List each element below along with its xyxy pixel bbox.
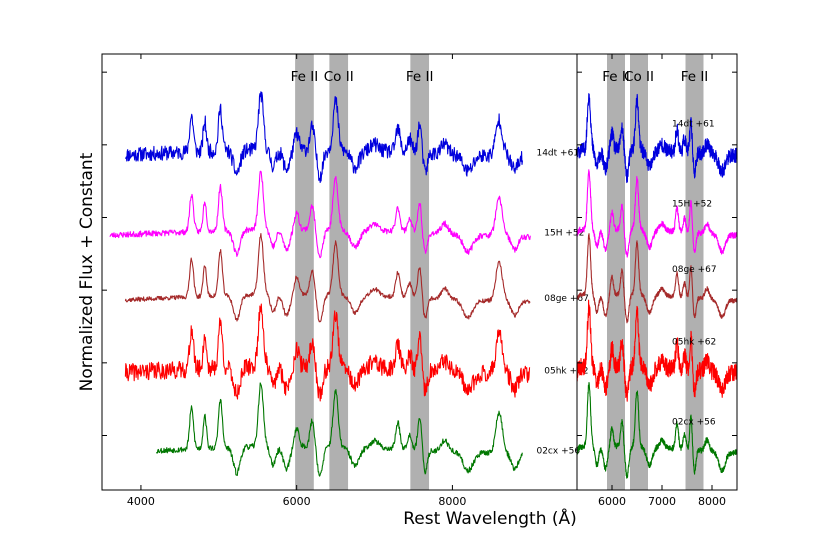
x-tick-label-main-6000: 6000 [283,495,311,508]
series-label-zoom-02cx: 02cx +56 [672,418,716,428]
band-zoom-0 [607,54,625,490]
series-label-zoom-05hk: 05hk +62 [672,338,716,348]
series-label-zoom-08ge: 08ge +67 [672,265,717,275]
series-label-zoom-14dt: 14dt +61 [672,120,715,130]
spectrum-main-02cx [156,382,523,477]
spectrum-main-14dt [124,91,524,184]
x-axis-title: Rest Wavelength (Å) [403,507,577,529]
x-tick-label-main-8000: 8000 [438,495,466,508]
axes-frame-zoom [576,53,738,491]
spectrum-zoom-08ge [577,233,737,324]
band-zoom-2 [685,54,704,490]
series-label-main-08ge: 08ge +67 [544,294,589,304]
series-label-main-02cx: 02cx +56 [536,447,580,457]
band-label-zoom-0: Fe II [602,69,630,85]
spectrum-main-15H [109,170,531,259]
x-tick-label-main-4000: 4000 [127,495,155,508]
x-tick-label-zoom-7000: 7000 [648,495,676,508]
band-label-main-1: Co II [324,69,354,85]
band-label-zoom-2: Fe II [681,69,709,85]
spectrum-zoom-15H [577,169,737,258]
spectrum-zoom-05hk [577,299,737,402]
y-axis-title: Normalized Flux + Constant [77,152,97,391]
series-label-zoom-15H: 15H +52 [672,200,712,210]
spectrum-zoom-02cx [577,382,737,479]
band-main-0 [295,54,314,490]
band-label-main-2: Fe II [406,69,434,85]
x-tick-label-zoom-6000: 6000 [598,495,626,508]
spectrum-zoom-14dt [577,93,737,184]
spectrum-main-08ge [124,233,531,323]
band-main-2 [410,54,430,490]
series-label-main-05hk: 05hk +62 [544,367,588,377]
spectrum-main-05hk [124,303,531,402]
band-label-main-0: Fe II [291,69,319,85]
band-label-zoom-1: Co II [624,69,654,85]
series-label-main-15H: 15H +52 [544,229,584,239]
series-label-main-14dt: 14dt +61 [536,149,579,159]
x-tick-label-zoom-8000: 8000 [698,495,726,508]
main-panel: Fe II Co II Fe II 14dt +61 15H +52 08ge +67 05… [101,53,589,508]
